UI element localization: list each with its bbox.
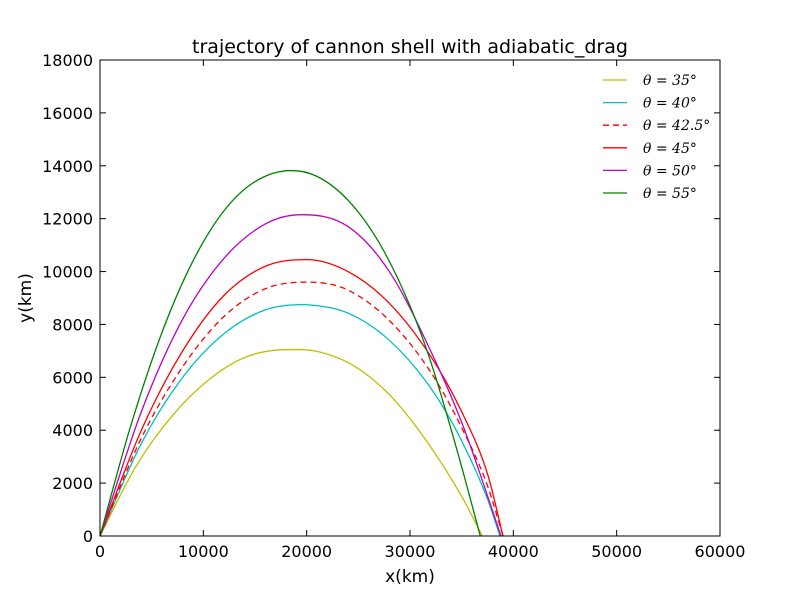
series-line [99,348,483,537]
series-line [99,303,501,537]
series-line [99,169,481,537]
y-tick-label: 0 [83,527,93,546]
x-tick-label: 20000 [281,542,332,561]
x-axis-label: x(km) [385,567,435,587]
series-layer [99,169,504,537]
y-axis-label: y(km) [16,273,36,323]
legend-label: θ = 55° [643,186,697,202]
legend: θ = 35° θ = 40° θ = 42.5° θ = 45° θ = 50° θ =… [603,73,710,202]
y-tick-label: 16000 [42,104,93,123]
x-tick-label: 50000 [591,542,642,561]
x-tick-label: 30000 [385,542,436,561]
series-line [99,259,504,537]
legend-label: θ = 45° [643,141,697,157]
plot-area [100,60,720,536]
y-tick-label: 18000 [42,51,93,70]
x-tick-label: 0 [95,542,105,561]
chart-title: trajectory of cannon shell with adiabati… [192,36,628,58]
series-line [99,281,504,537]
y-tick-label: 12000 [42,210,93,229]
x-tick-label: 60000 [695,542,746,561]
y-tick-label: 8000 [52,315,93,334]
x-tick-label: 40000 [488,542,539,561]
y-tick-label: 10000 [42,263,93,282]
y-tick-label: 6000 [52,368,93,387]
legend-label: θ = 50° [643,163,697,179]
y-tick-label: 2000 [52,474,93,493]
y-tick-label: 14000 [42,157,93,176]
legend-label: θ = 42.5° [643,118,710,134]
y-tick-label: 4000 [52,421,93,440]
x-tick-label: 10000 [178,542,229,561]
tick-layer: 0 10000 20000 30000 40000 50000 60000 0 2000 4000… [42,51,745,561]
legend-label: θ = 35° [643,73,697,89]
legend-label: θ = 40° [643,96,697,112]
series-line [99,214,502,537]
